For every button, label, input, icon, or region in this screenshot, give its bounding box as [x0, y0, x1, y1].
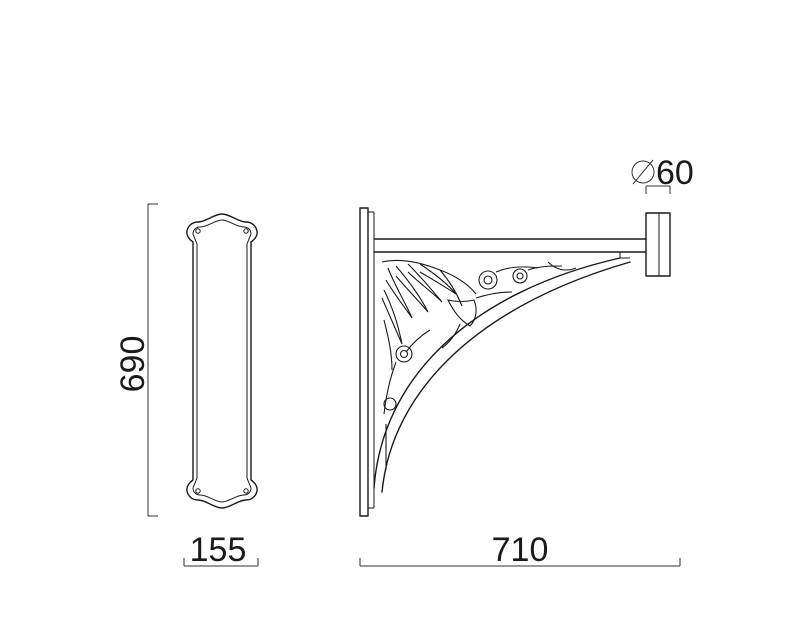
projection-dimension-label: 710 — [492, 531, 549, 569]
screw-hole-icon — [195, 228, 201, 234]
diameter-dimension: 60 — [631, 154, 694, 194]
projection-dimension: 710 — [359, 531, 681, 569]
backplate-front-view — [186, 213, 258, 509]
tube-end-cap — [645, 212, 671, 277]
height-dimension: 690 — [114, 203, 158, 517]
screw-hole-icon — [243, 228, 249, 234]
screw-hole-icon — [195, 488, 201, 494]
height-dimension-label: 690 — [114, 336, 152, 393]
screw-hole-icon — [243, 488, 249, 494]
width-dimension-label: 155 — [190, 531, 247, 569]
diameter-dimension-label: 60 — [656, 154, 694, 192]
width-dimension: 155 — [183, 531, 259, 569]
bracket-side-view — [359, 207, 671, 517]
diameter-icon — [631, 159, 655, 185]
ornamental-infill — [381, 259, 577, 470]
